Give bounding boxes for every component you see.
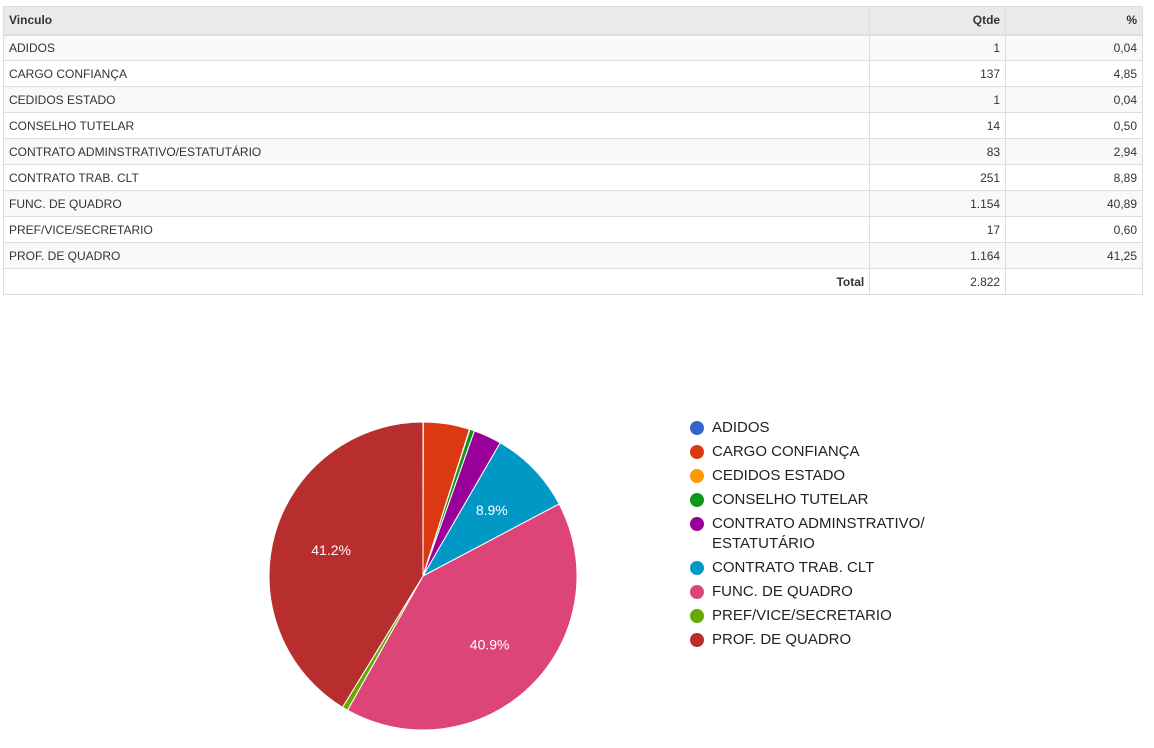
- legend-label: CARGO CONFIANÇA: [712, 442, 952, 462]
- chart-legend: ADIDOS CARGO CONFIANÇA CEDIDOS ESTADO CONSE…: [690, 418, 952, 654]
- legend-item[interactable]: CARGO CONFIANÇA: [690, 442, 952, 462]
- legend-item[interactable]: CONTRATO ADMINSTRATIVO/ESTATUTÁRIO: [690, 514, 952, 554]
- legend-dot-icon: [690, 633, 704, 647]
- legend-dot-icon: [690, 445, 704, 459]
- legend-dot-icon: [690, 421, 704, 435]
- legend-item[interactable]: PROF. DE QUADRO: [690, 630, 952, 650]
- legend-dot-icon: [690, 493, 704, 507]
- legend-label: CONTRATO ADMINSTRATIVO/: [712, 514, 952, 534]
- legend-item[interactable]: CONTRATO TRAB. CLT: [690, 558, 952, 578]
- legend-dot-icon: [690, 561, 704, 575]
- legend-label: CEDIDOS ESTADO: [712, 466, 952, 486]
- legend-label: ADIDOS: [712, 418, 952, 438]
- legend-dot-icon: [690, 469, 704, 483]
- legend-item[interactable]: ADIDOS: [690, 418, 952, 438]
- legend-dot-icon: [690, 517, 704, 531]
- legend-item[interactable]: CONSELHO TUTELAR: [690, 490, 952, 510]
- legend-label: PROF. DE QUADRO: [712, 630, 952, 650]
- legend-label: CONSELHO TUTELAR: [712, 490, 952, 510]
- slice-label-6: 40.9%: [470, 636, 510, 652]
- slice-label-5: 8.9%: [476, 502, 508, 518]
- legend-item[interactable]: PREF/VICE/SECRETARIO: [690, 606, 952, 626]
- legend-dot-icon: [690, 609, 704, 623]
- legend-label: CONTRATO TRAB. CLT: [712, 558, 952, 578]
- slice-label-8: 41.2%: [311, 542, 351, 558]
- legend-item[interactable]: CEDIDOS ESTADO: [690, 466, 952, 486]
- legend-label: ESTATUTÁRIO: [712, 534, 952, 554]
- legend-label: PREF/VICE/SECRETARIO: [712, 606, 952, 626]
- legend-item[interactable]: FUNC. DE QUADRO: [690, 582, 952, 602]
- legend-label: FUNC. DE QUADRO: [712, 582, 952, 602]
- legend-dot-icon: [690, 585, 704, 599]
